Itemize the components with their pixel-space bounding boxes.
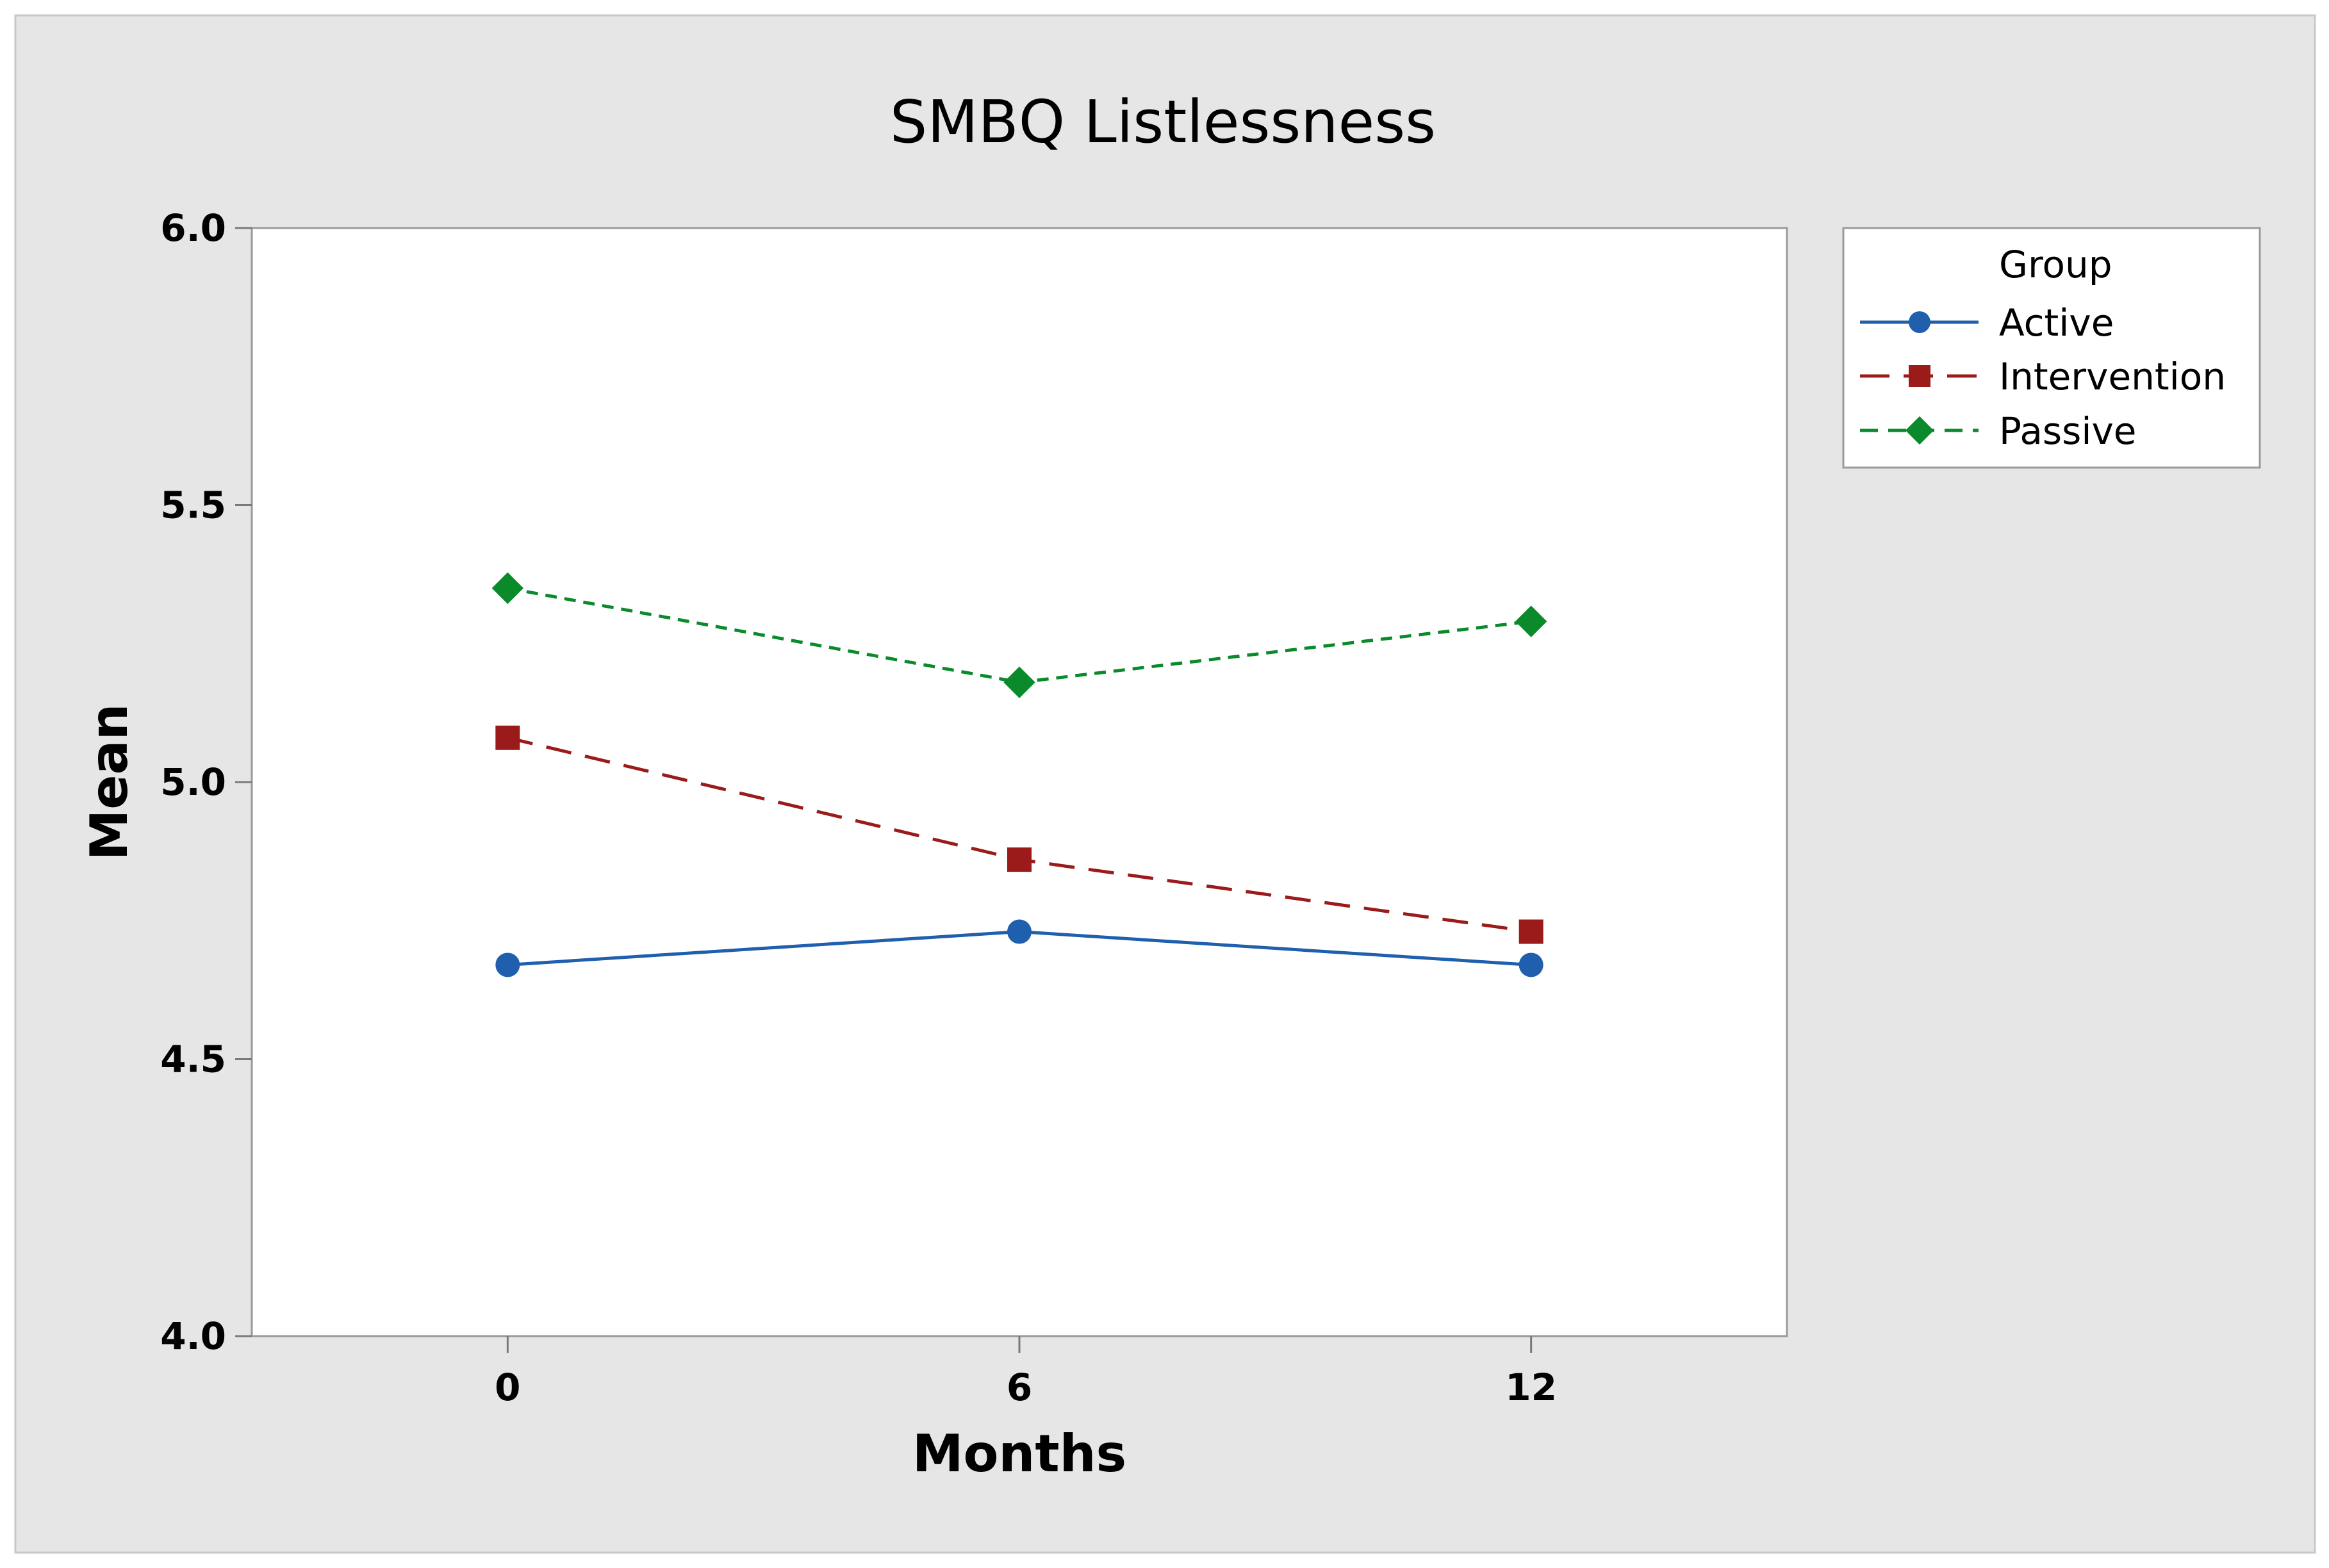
legend-item-active: Active: [1860, 301, 2114, 345]
chart-title: SMBQ Listlessness: [890, 88, 1436, 156]
y-tick-label: 4.0: [160, 1314, 226, 1358]
y-tick-label: 5.0: [160, 760, 226, 804]
y-tick-label: 6.0: [160, 206, 226, 250]
x-axis: 0 6 12: [495, 1336, 1557, 1409]
data-point-passive: [491, 572, 524, 604]
y-axis-title: Mean: [79, 704, 139, 861]
data-point-intervention: [1007, 847, 1032, 872]
series-layer: [491, 572, 1547, 977]
legend-title: Group: [1999, 243, 2112, 286]
x-tick-label: 12: [1505, 1366, 1557, 1409]
legend-marker-intervention: [1909, 365, 1930, 387]
legend-items: Active Intervention Passive: [1860, 301, 2226, 453]
series-active: [495, 919, 1543, 977]
x-axis-title: Months: [912, 1424, 1126, 1483]
legend-marker-active: [1909, 311, 1930, 333]
y-tick-label: 5.5: [160, 484, 226, 527]
x-tick-label: 0: [495, 1366, 520, 1409]
data-point-active: [495, 952, 520, 977]
x-tick-label: 6: [1007, 1366, 1032, 1409]
data-point-passive: [1003, 666, 1035, 698]
y-axis: 4.0 4.5 5.0 5.5 6.0: [160, 206, 252, 1358]
legend-item-passive: Passive: [1860, 409, 2136, 453]
series-passive: [491, 572, 1547, 698]
data-point-intervention: [495, 725, 520, 750]
data-point-intervention: [1518, 919, 1543, 944]
legend-label-passive: Passive: [1999, 409, 2136, 453]
legend-label-active: Active: [1999, 301, 2114, 345]
series-intervention: [495, 725, 1543, 944]
plot-area: [251, 227, 1788, 1337]
data-point-active: [1007, 919, 1032, 944]
data-point-active: [1518, 952, 1543, 977]
legend: Group Active Intervention Passive: [1842, 227, 2261, 469]
data-point-passive: [1515, 605, 1547, 637]
legend-marker-passive: [1905, 416, 1934, 445]
legend-item-intervention: Intervention: [1860, 355, 2226, 398]
legend-label-intervention: Intervention: [1999, 355, 2226, 398]
y-tick-label: 4.5: [160, 1038, 226, 1081]
